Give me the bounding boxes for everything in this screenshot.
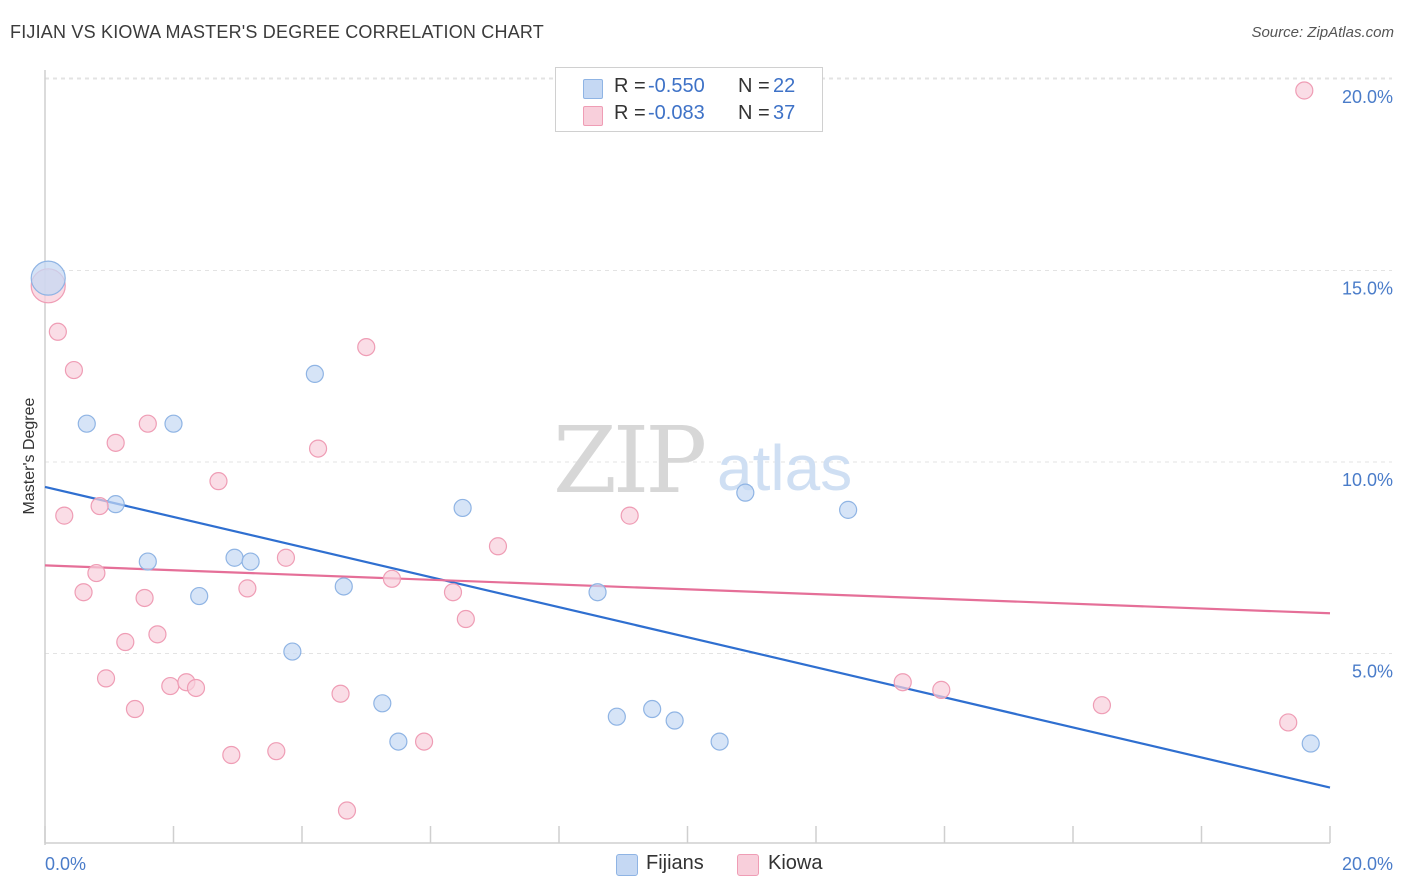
chart-title: FIJIAN VS KIOWA MASTER'S DEGREE CORRELAT… [10,22,544,42]
fijians-point [588,583,607,602]
fijians-point [839,500,858,519]
series-legend: Fijians Kiowa [0,852,1406,878]
kiowa-point [308,439,328,458]
axes [44,70,1331,845]
r-value: -0.083 [648,102,705,124]
fijians-trend-line [44,485,1331,789]
kiowa-point [148,625,167,644]
r-value: -0.550 [648,75,705,97]
kiowa-point [443,583,463,602]
kiowa-point [488,537,508,556]
r-label: R = [614,75,646,97]
watermark: ZIP atlas [553,407,852,514]
kiowa-point [186,678,206,698]
y-tick-label: 10.0% [1342,470,1393,490]
kiowa-point [96,669,116,688]
kiowa-point [331,684,350,703]
trend-lines [44,485,1331,789]
kiowa-point [1279,713,1298,732]
n-label: N = [738,102,770,124]
kiowa-point [209,472,228,491]
kiowa-point [90,496,109,516]
kiowa-point [222,745,241,765]
fijians-point [607,707,626,726]
fijians-point [736,483,755,502]
fijians-legend-label: Fijians [646,852,704,874]
y-tick-label: 20.0% [1342,87,1393,107]
kiowa-point [161,676,180,696]
kiowa-point [414,732,434,751]
kiowa-point [74,583,93,602]
fijians-point [643,699,662,719]
x-tick-label: 20.0% [1342,854,1393,874]
kiowa-point [116,632,135,652]
kiowa-point [932,680,951,699]
kiowa-legend-label: Kiowa [768,852,823,874]
n-label: N = [738,75,770,97]
y-axis-label: Master's Degree [21,397,38,514]
fijians-point [30,260,66,296]
kiowa-point [1295,81,1314,100]
fijians-point [389,732,408,751]
n-value: 22 [773,75,796,97]
kiowa-point [1092,696,1112,715]
kiowa-point [138,414,157,433]
n-value: 37 [773,102,796,124]
fijians-point [164,414,183,433]
fijians-point [190,586,209,606]
kiowa-point [337,801,357,820]
fijians-point [1301,734,1320,753]
y-tick-label: 15.0% [1342,279,1393,299]
kiowa-point [135,588,154,608]
legend-row-fijians: R = -0.550 N = 22 [556,75,822,101]
kiowa-swatch [583,106,603,126]
kiowa-point [64,360,84,380]
fijians-point [305,364,324,384]
kiowa-point [55,506,74,525]
kiowa-point [106,433,125,452]
watermark-zip: ZIP [553,407,704,514]
kiowa-point [893,673,912,692]
x-tick-label: 0.0% [45,854,86,874]
fijians-point [77,414,96,433]
fijians-point [453,498,472,518]
fijians-point [241,552,260,571]
kiowa-point [267,742,286,761]
kiowa-point [87,563,106,583]
fijians-point [106,495,125,514]
fijians-point [665,711,684,730]
fijians-swatch [583,79,603,99]
kiowa-point [382,569,402,588]
legend-row-kiowa: R = -0.083 N = 37 [556,102,822,128]
fijians-point [283,642,302,661]
kiowa-point [620,506,639,525]
kiowa-point [456,609,475,629]
fijians-legend-swatch [616,854,638,876]
y-tick-label: 5.0% [1352,662,1393,682]
kiowa-point [125,699,145,719]
fijians-point [373,694,392,713]
kiowa-point [48,322,67,341]
kiowa-legend-swatch [737,854,759,876]
correlation-legend: R = -0.550 N = 22 R = -0.083 N = 37 [555,67,823,132]
tick-labels: 5.0% 10.0% 15.0% 20.0% 0.0% 20.0% [45,87,1393,874]
fijians-point [334,577,353,596]
kiowa-point [357,338,376,357]
kiowa-point [238,579,257,598]
fijians-point [138,552,157,571]
fijians-point [225,548,244,567]
source-label: Source: ZipAtlas.com [1251,24,1394,41]
kiowa-trend-line [44,564,1331,615]
data-points [30,81,1320,820]
r-label: R = [614,102,646,124]
kiowa-point [276,548,296,567]
fijians-point [710,732,729,751]
